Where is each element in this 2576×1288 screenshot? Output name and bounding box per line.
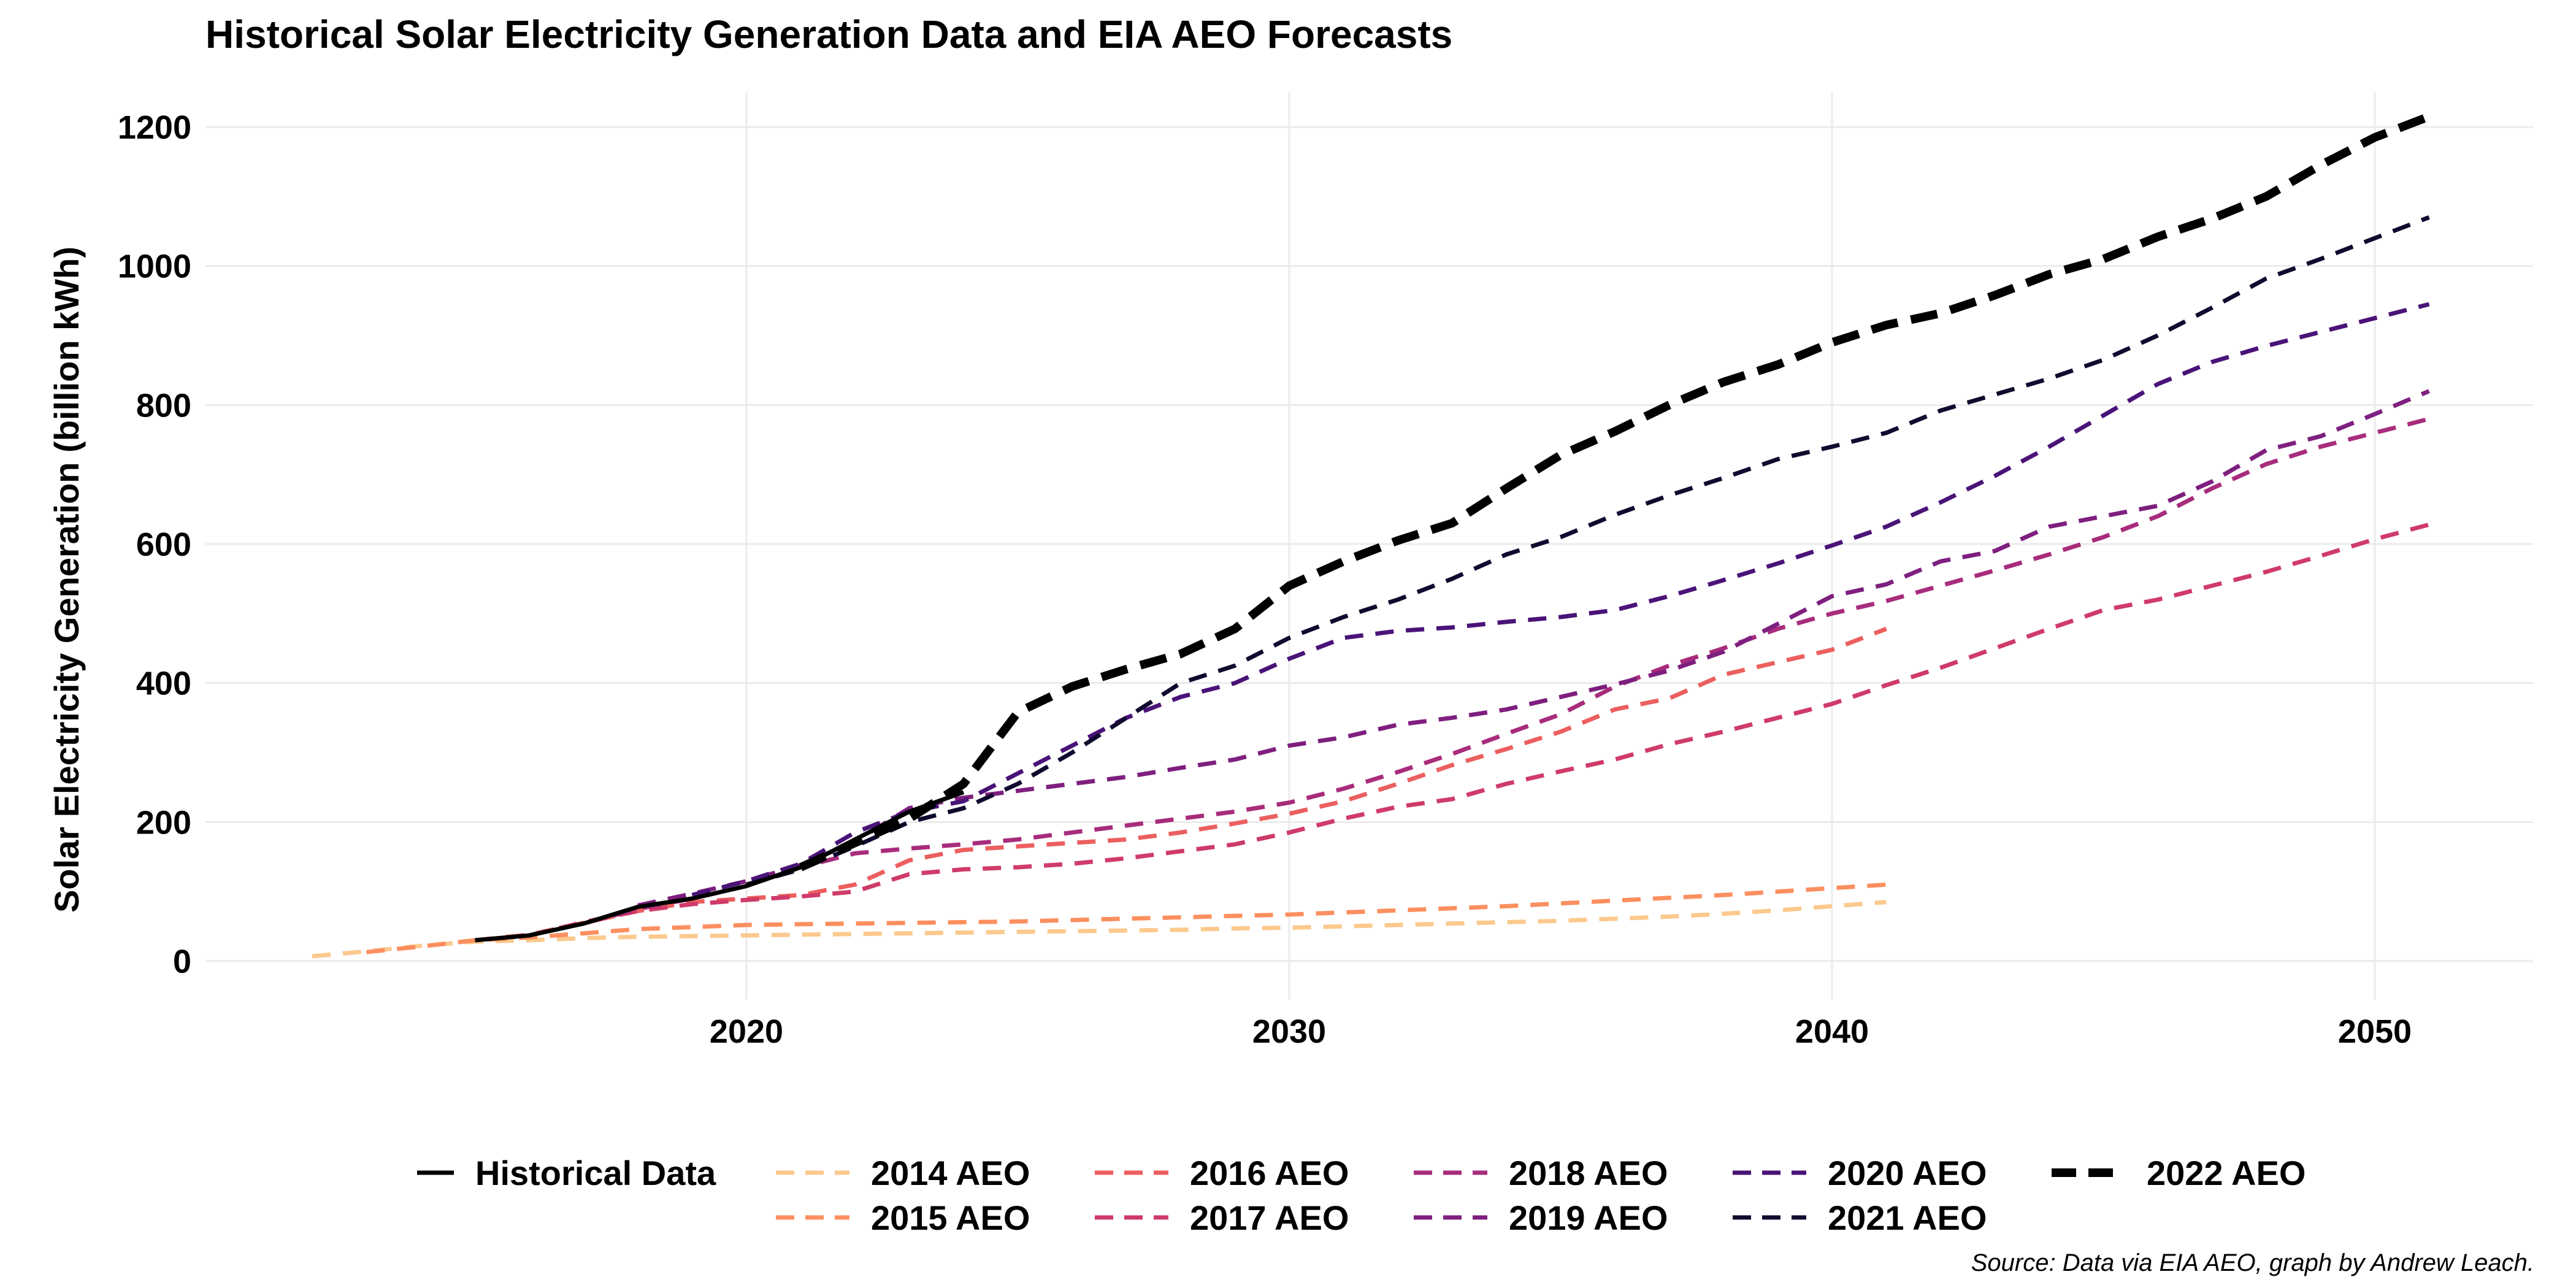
series-line-2020-aeo [691,302,2430,897]
y-axis-ticks: 0 200 400 600 800 1000 1200 [118,109,191,980]
y-tick-label: 600 [136,526,191,563]
series-line-2017-aeo [529,522,2430,938]
legend-label-2014-aeo: 2014 AEO [871,1154,1030,1192]
chart-title: Historical Solar Electricity Generation … [205,12,1452,56]
y-tick-label: 1000 [118,248,191,285]
legend-label-2022-aeo: 2022 AEO [2147,1154,2306,1192]
grid-lines [205,92,2533,1000]
series-line-2021-aeo [746,215,2430,887]
x-tick-label: 2050 [2338,1013,2412,1050]
legend-label-2015-aeo: 2015 AEO [871,1198,1030,1237]
x-axis-ticks: 2020 2030 2040 2050 [710,1013,2412,1050]
series-line-2018-aeo [583,416,2430,926]
y-tick-label: 1200 [118,109,191,146]
legend-label-2019-aeo: 2019 AEO [1509,1198,1668,1237]
y-tick-label: 800 [136,387,191,424]
series-line-historical-data [475,790,965,943]
series-line-2014-aeo [312,900,1887,959]
legend-label-2017-aeo: 2017 AEO [1190,1198,1349,1237]
series-lines [312,112,2431,959]
x-tick-label: 2020 [710,1013,783,1050]
legend-label-2018-aeo: 2018 AEO [1509,1154,1668,1192]
series-line-2022-aeo [799,112,2431,872]
y-tick-label: 0 [173,943,191,980]
series-line-2016-aeo [475,627,1887,943]
chart-caption: Source: Data via EIA AEO, graph by Andre… [1971,1249,2534,1276]
series-line-2019-aeo [637,389,2430,908]
x-tick-label: 2040 [1795,1013,1869,1050]
legend-label-historical-data: Historical Data [475,1154,716,1192]
legend: Historical Data 2014 AEO 2015 AEO 2016 AEO 2… [417,1154,2306,1237]
x-tick-label: 2030 [1252,1013,1326,1050]
legend-label-2021-aeo: 2021 AEO [1828,1198,1987,1237]
legend-label-2020-aeo: 2020 AEO [1828,1154,1987,1192]
series-line-2015-aeo [366,882,1887,954]
y-tick-label: 200 [136,804,191,841]
legend-label-2016-aeo: 2016 AEO [1190,1154,1349,1192]
y-axis-title: Solar Electricity Generation (billion kW… [47,247,86,913]
y-tick-label: 400 [136,665,191,702]
